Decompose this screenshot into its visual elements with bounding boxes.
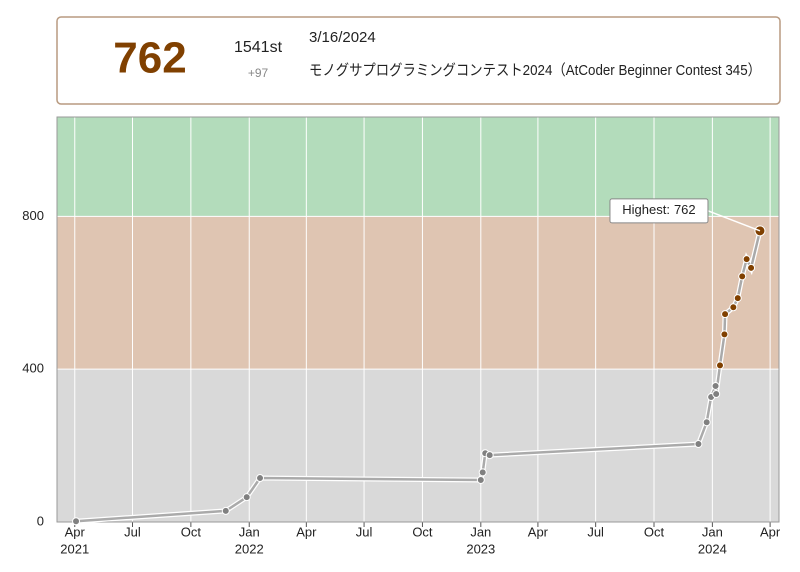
y-tick-label: 800 <box>22 208 44 223</box>
x-tick-label: Oct <box>181 524 202 539</box>
x-tick-label: Oct <box>644 524 665 539</box>
x-tick-label: Jul <box>587 524 604 539</box>
highest-box <box>609 198 709 224</box>
rating-point <box>712 390 721 399</box>
x-tick-label: Jul <box>124 524 141 539</box>
x-tick-label: Jan <box>702 524 723 539</box>
rating-band <box>57 216 779 370</box>
plot-frame <box>56 116 780 523</box>
x-tick-year: 2023 <box>466 541 495 556</box>
contest-date: 3/16/2024 <box>309 29 376 46</box>
rating-point <box>729 303 738 312</box>
highest-pointer <box>707 210 761 232</box>
contest-name: モノグサプログラミングコンテスト2024（AtCoder Beginner Co… <box>309 62 761 79</box>
x-tick-label: Apr <box>528 524 549 539</box>
highest-label: Highest: 762 <box>622 202 695 217</box>
x-tick-label: Apr <box>296 524 317 539</box>
rating-point <box>738 272 747 281</box>
x-tick-label: Apr <box>65 524 86 539</box>
rating-point <box>702 418 711 427</box>
x-tick-label: Apr <box>760 524 781 539</box>
rating-point <box>742 255 751 264</box>
rating-point <box>476 475 485 484</box>
rating-point <box>694 440 703 449</box>
x-tick-label: Oct <box>412 524 433 539</box>
rating-point <box>242 493 251 502</box>
rating-point <box>720 330 729 339</box>
rating: 762 <box>113 34 186 83</box>
highest-value: 762 <box>674 202 696 217</box>
rating-point <box>221 506 230 515</box>
rating-diff: +97 <box>248 66 269 80</box>
x-tick-label: Jan <box>470 524 491 539</box>
x-tick-year: 2024 <box>698 541 727 556</box>
status-box <box>56 16 781 105</box>
y-tick-label: 0 <box>37 513 44 528</box>
rating-point <box>733 294 742 303</box>
rating-point <box>711 381 720 390</box>
rating-point <box>256 474 265 483</box>
y-tick-label: 400 <box>22 361 44 376</box>
x-tick-year: 2021 <box>60 541 89 556</box>
rating-point <box>721 310 730 319</box>
rank: 1541st <box>234 39 283 56</box>
x-tick-label: Jul <box>356 524 373 539</box>
rating-point <box>478 468 487 477</box>
rating-point <box>485 451 494 460</box>
x-tick-year: 2022 <box>235 541 264 556</box>
rating-point <box>72 517 81 526</box>
rating-point <box>747 263 756 272</box>
x-tick-label: Jan <box>239 524 260 539</box>
rating-point <box>715 361 724 370</box>
highest-label-text: Highest: <box>622 202 670 217</box>
